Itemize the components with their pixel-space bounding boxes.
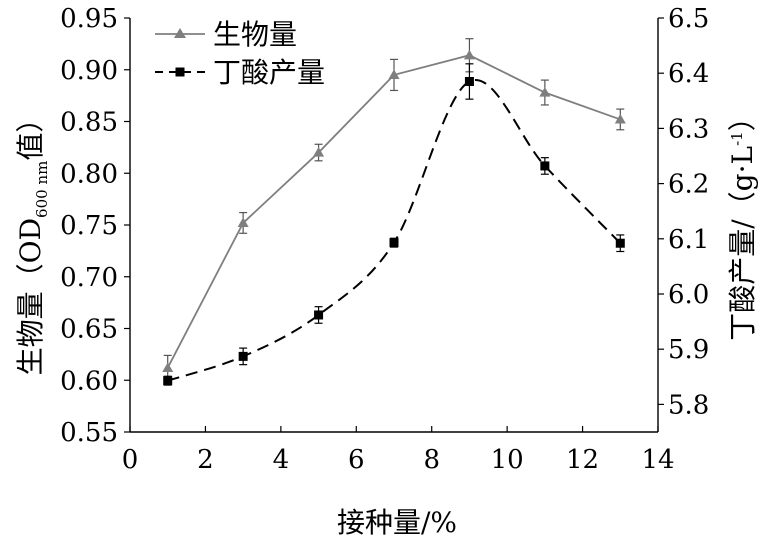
y-right-tick-label: 6.5 (668, 4, 709, 34)
y-right-tick-label: 6.2 (668, 170, 709, 200)
data-point (238, 351, 248, 361)
data-point (314, 310, 324, 320)
x-tick-label: 4 (273, 445, 290, 475)
x-tick-label: 10 (491, 445, 524, 475)
error-bars (163, 38, 625, 386)
x-tick-label: 12 (566, 445, 599, 475)
legend-marker (175, 67, 185, 77)
series-lines (166, 54, 622, 382)
x-tick-label: 14 (641, 445, 674, 475)
data-point (614, 113, 626, 124)
y-left-tick-label: 0.55 (60, 418, 118, 448)
y-left-tick-label: 0.65 (60, 315, 118, 345)
x-tick-label: 8 (423, 445, 440, 475)
y-left-tick-label: 0.95 (60, 4, 118, 34)
x-axis-title: 接种量/% (337, 506, 457, 539)
series-line-1 (167, 78, 622, 382)
data-point (163, 376, 173, 386)
data-point (539, 87, 551, 97)
data-point (615, 238, 625, 248)
x-tick-label: 6 (348, 445, 365, 475)
x-tick-label: 2 (197, 445, 214, 475)
data-point (540, 161, 550, 171)
legend-label: 生物量 (213, 18, 297, 51)
legend-marker (174, 28, 186, 38)
y-left-tick-label: 0.70 (60, 263, 118, 293)
y-right-axis-title: 丁酸产量/（g·L-1） (726, 103, 759, 341)
y-right-tick-label: 6.0 (668, 280, 709, 310)
data-point (464, 76, 474, 86)
ticks: 0 2 4 6 8 10 12 14 0.55 0.60 0.65 0.70 0.75 0.80 0.85 0… (60, 4, 709, 475)
y-left-tick-label: 0.75 (60, 211, 118, 241)
data-point (162, 362, 174, 372)
y-right-tick-label: 6.3 (668, 114, 709, 144)
y-left-axis-title: 生物量（OD600 nm值） (14, 105, 51, 376)
x-tick-label: 0 (122, 445, 139, 475)
data-point (463, 49, 475, 60)
y-right-tick-label: 5.9 (668, 335, 709, 365)
y-right-tick-label: 6.1 (668, 225, 709, 255)
y-right-tick-label: 5.8 (668, 390, 709, 420)
y-right-tick-label: 6.4 (668, 59, 709, 89)
y-left-tick-label: 0.90 (60, 56, 118, 86)
data-point (237, 217, 249, 228)
y-left-tick-label: 0.80 (60, 159, 118, 189)
data-point (388, 69, 400, 80)
data-point (313, 147, 325, 157)
series-line-0 (166, 54, 621, 369)
data-point (389, 238, 399, 248)
axis-titles: 接种量/% 生物量（OD600 nm值） 丁酸产量/（g·L-1） (14, 103, 759, 539)
markers (162, 49, 626, 386)
y-left-tick-label: 0.60 (60, 366, 118, 396)
y-left-tick-label: 0.85 (60, 108, 118, 138)
legend-label: 丁酸产量 (213, 56, 325, 89)
